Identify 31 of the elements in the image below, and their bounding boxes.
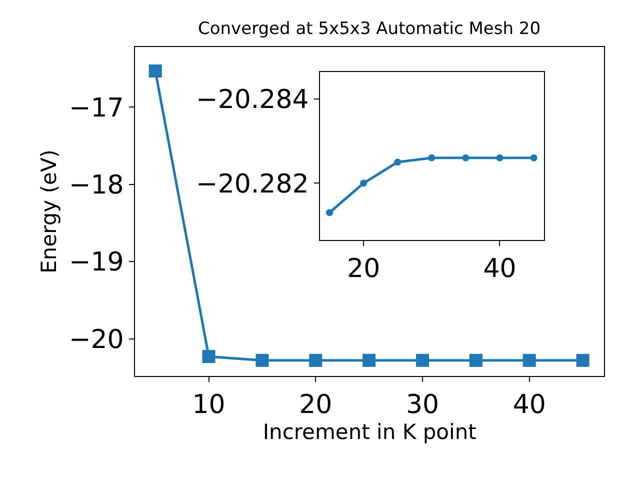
x-axis-title: Increment in K point bbox=[262, 420, 476, 444]
point bbox=[462, 154, 470, 162]
y-tick-label: −20 bbox=[68, 324, 124, 355]
x-tick-label: 40 bbox=[512, 390, 546, 420]
point bbox=[309, 354, 322, 367]
chart-title: Converged at 5x5x3 Automatic Mesh 20 bbox=[198, 19, 541, 39]
point bbox=[362, 354, 376, 367]
y-tick-label: −17 bbox=[68, 93, 124, 124]
y-axis-title: Energy (eV) bbox=[37, 150, 62, 274]
point bbox=[428, 154, 436, 162]
point bbox=[394, 158, 402, 166]
point bbox=[416, 354, 429, 367]
y-tick-label: −20.284 bbox=[196, 85, 309, 116]
x-tick-label: 20 bbox=[299, 390, 332, 420]
x-tick-label: 40 bbox=[483, 254, 516, 284]
x-tick-label: 30 bbox=[406, 390, 440, 420]
point bbox=[469, 354, 482, 367]
point bbox=[522, 354, 536, 367]
point bbox=[202, 350, 216, 364]
point bbox=[326, 209, 334, 216]
y-tick-label: −18 bbox=[68, 170, 124, 201]
point bbox=[530, 154, 538, 162]
point bbox=[256, 354, 269, 367]
point bbox=[148, 64, 162, 78]
y-tick-label: −19 bbox=[68, 248, 124, 278]
y-tick-label: −20.282 bbox=[196, 169, 309, 200]
point bbox=[360, 180, 368, 187]
x-tick-label: 10 bbox=[192, 390, 226, 420]
point bbox=[576, 354, 590, 367]
point bbox=[496, 154, 504, 162]
x-tick-label: 20 bbox=[347, 254, 380, 284]
